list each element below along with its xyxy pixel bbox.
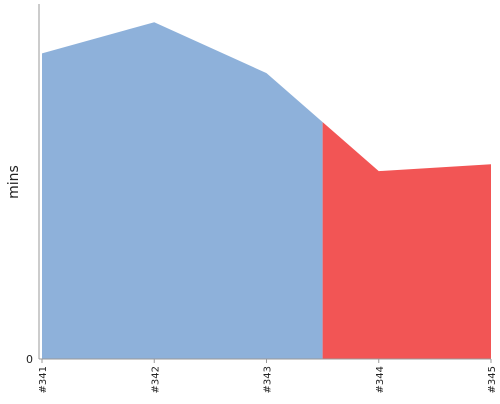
area-segment-0 <box>42 22 323 359</box>
x-tick-label: #342 <box>150 366 161 393</box>
y-tick-label-0: 0 <box>26 353 33 366</box>
y-axis-label: mins <box>6 165 22 199</box>
x-tick-label: #345 <box>487 366 498 393</box>
x-tick-labels: #341 #342 #343 #344 #345 <box>38 359 498 393</box>
x-tick-label: #343 <box>263 366 274 393</box>
x-tick-label: #344 <box>375 366 386 393</box>
area-segment-1 <box>322 122 491 360</box>
area-series <box>42 22 491 360</box>
x-tick-label: #341 <box>38 366 49 393</box>
